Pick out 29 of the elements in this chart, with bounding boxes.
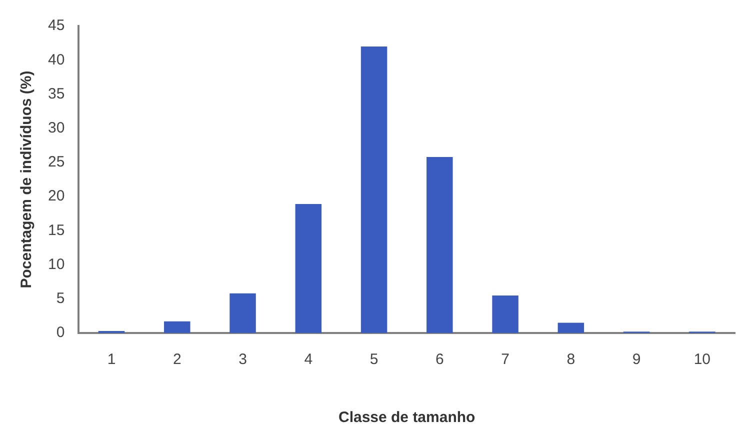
bar <box>360 46 388 333</box>
bar <box>426 156 453 333</box>
x-tick-label: 8 <box>566 351 576 368</box>
y-tick-label: 15 <box>48 222 65 239</box>
y-tick-label: 10 <box>48 256 65 273</box>
y-tick-label: 40 <box>48 51 65 68</box>
x-tick-label: 2 <box>172 351 182 368</box>
bar <box>492 295 518 333</box>
x-tick-label: 9 <box>632 351 641 368</box>
y-tick-label: 35 <box>48 85 65 102</box>
y-tick-label: 45 <box>48 17 65 34</box>
y-tick-label: 25 <box>48 154 65 171</box>
y-axis-title: Pocentagem de indivíduos (%) <box>18 70 36 288</box>
x-axis-title: Classe de tamanho <box>338 409 476 426</box>
bar <box>230 293 256 333</box>
x-tick-label: 5 <box>370 351 378 368</box>
x-tick-label: 7 <box>501 351 510 368</box>
bar <box>558 322 584 333</box>
bar <box>164 321 190 333</box>
y-tick-label: 20 <box>48 188 65 205</box>
x-tick-label: 3 <box>238 351 247 368</box>
y-tick-label: 5 <box>56 290 65 308</box>
y-tick-label: 0 <box>56 324 65 342</box>
x-tick-label: 10 <box>694 351 711 368</box>
x-tick-label: 1 <box>107 351 116 368</box>
y-tick-label: 30 <box>48 119 65 136</box>
x-tick-label: 6 <box>435 351 444 368</box>
bar <box>295 204 322 333</box>
x-tick-label: 4 <box>304 351 313 368</box>
